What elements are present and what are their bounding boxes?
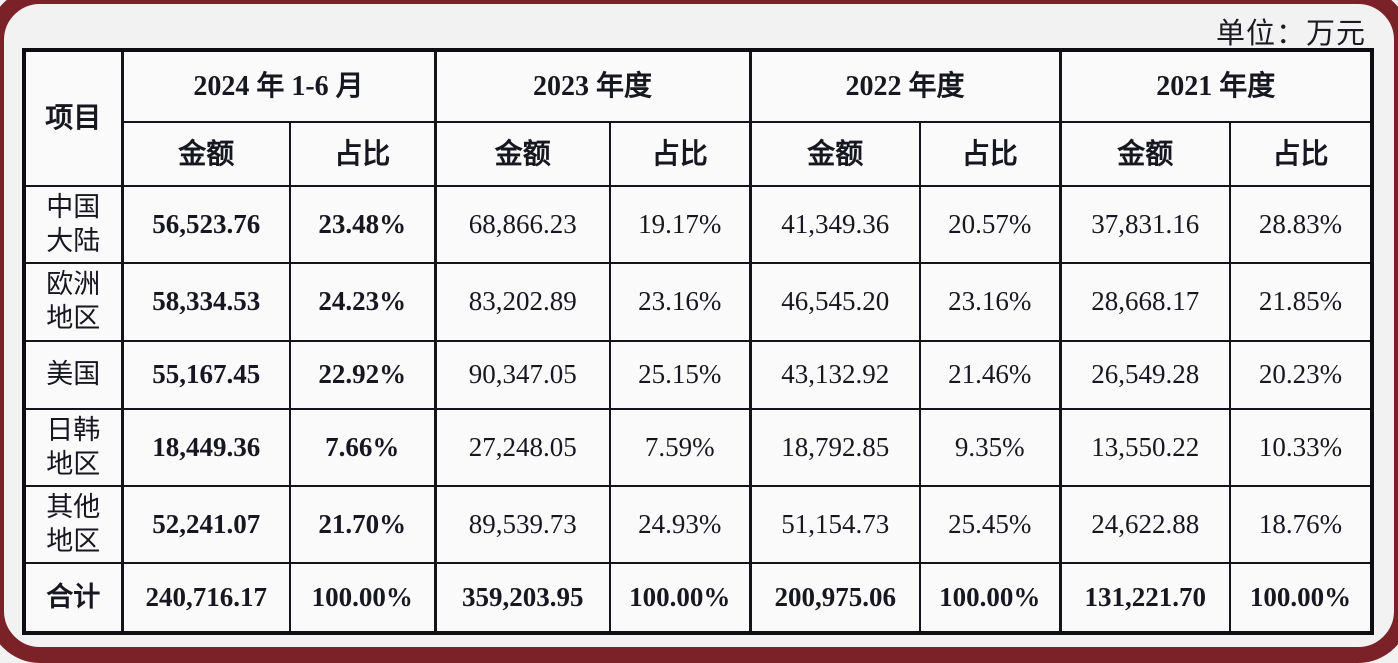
value-cell: 100.00% (609, 562, 752, 634)
value-cell: 19.17% (609, 185, 752, 264)
value-cell: 24.23% (288, 262, 437, 342)
value-cell: 13,550.22 (1058, 408, 1232, 487)
region-cell: 美国 (23, 340, 123, 410)
value-cell: 26,549.28 (1058, 340, 1232, 410)
period-header-row: 项目 2024 年 1-6 月 2023 年度 2022 年度 2021 年度 (23, 49, 1374, 187)
value-cell: 56,523.76 (120, 185, 291, 264)
value-cell: 43,132.92 (748, 340, 922, 410)
value-cell: 28.83% (1229, 185, 1374, 264)
region-cell: 其他 地区 (23, 485, 123, 564)
value-cell: 89,539.73 (433, 485, 612, 564)
value-cell: 131,221.70 (1058, 562, 1232, 634)
period-header-cell: 2022 年度 (748, 49, 1062, 123)
unit-label: 单位：万元 (1215, 18, 1366, 50)
table-row: 其他 地区 52,241.07 21.70% 89,539.73 24.93% 51,15… (23, 485, 1374, 564)
value-cell: 28,668.17 (1058, 262, 1232, 342)
ratio-header-cell: 占比 (1229, 121, 1374, 187)
region-cell: 中国 大陆 (23, 185, 123, 264)
item-header-cell: 项目 (23, 49, 123, 187)
value-cell: 21.70% (288, 485, 437, 564)
value-cell: 23.48% (288, 185, 437, 264)
table-row: 美国 55,167.45 22.92% 90,347.05 25.15% 43,132.9… (23, 340, 1374, 410)
value-cell: 37,831.16 (1058, 185, 1232, 264)
value-cell: 9.35% (919, 408, 1062, 487)
value-cell: 58,334.53 (120, 262, 291, 342)
region-cell: 合计 (23, 562, 123, 634)
value-cell: 200,975.06 (748, 562, 922, 634)
region-cell: 日韩 地区 (23, 408, 123, 487)
value-cell: 100.00% (1229, 562, 1374, 634)
value-cell: 20.57% (919, 185, 1062, 264)
table-body: 中国 大陆 56,523.76 23.48% 68,866.23 19.17% 41,34… (23, 185, 1374, 634)
period-header-cell: 2024 年 1-6 月 (120, 49, 437, 123)
amount-header-cell: 金额 (120, 121, 291, 187)
value-cell: 52,241.07 (120, 485, 291, 564)
value-cell: 7.59% (609, 408, 752, 487)
value-cell: 18,792.85 (748, 408, 922, 487)
value-cell: 100.00% (919, 562, 1062, 634)
amount-header-cell: 金额 (433, 121, 612, 187)
table-row: 日韩 地区 18,449.36 7.66% 27,248.05 7.59% 18,792.… (23, 408, 1374, 487)
ratio-header-cell: 占比 (288, 121, 437, 187)
value-cell: 23.16% (609, 262, 752, 342)
value-cell: 51,154.73 (748, 485, 922, 564)
period-header-cell: 2023 年度 (433, 49, 752, 123)
value-cell: 240,716.17 (120, 562, 291, 634)
amount-header-cell: 金额 (748, 121, 922, 187)
value-cell: 21.85% (1229, 262, 1374, 342)
table-row: 中国 大陆 56,523.76 23.48% 68,866.23 19.17% 41,34… (23, 185, 1374, 264)
value-cell: 359,203.95 (433, 562, 612, 634)
ratio-header-cell: 占比 (609, 121, 752, 187)
ratio-header-cell: 占比 (919, 121, 1062, 187)
value-cell: 68,866.23 (433, 185, 612, 264)
value-cell: 27,248.05 (433, 408, 612, 487)
value-cell: 55,167.45 (120, 340, 291, 410)
value-cell: 21.46% (919, 340, 1062, 410)
value-cell: 7.66% (288, 408, 437, 487)
value-cell: 41,349.36 (748, 185, 922, 264)
value-cell: 23.16% (919, 262, 1062, 342)
value-cell: 25.45% (919, 485, 1062, 564)
value-cell: 24,622.88 (1058, 485, 1232, 564)
amount-header-cell: 金额 (1058, 121, 1232, 187)
value-cell: 10.33% (1229, 408, 1374, 487)
regional-revenue-table: 项目 2024 年 1-6 月 2023 年度 2022 年度 2021 年度 … (22, 48, 1375, 635)
period-header-cell: 2021 年度 (1058, 49, 1374, 123)
total-row: 合计 240,716.17 100.00% 359,203.95 100.00% 200,… (23, 562, 1374, 634)
value-cell: 83,202.89 (433, 262, 612, 342)
value-cell: 25.15% (609, 340, 752, 410)
region-cell: 欧洲 地区 (23, 262, 123, 342)
value-cell: 24.93% (609, 485, 752, 564)
value-cell: 22.92% (288, 340, 437, 410)
value-cell: 20.23% (1229, 340, 1374, 410)
value-cell: 90,347.05 (433, 340, 612, 410)
subheader-row: 金额 占比 金额 占比 金额 占比 金额 占比 (24, 121, 1374, 187)
value-cell: 46,545.20 (748, 262, 922, 342)
value-cell: 18.76% (1229, 485, 1374, 564)
table-row: 欧洲 地区 58,334.53 24.23% 83,202.89 23.16% 46,54… (23, 262, 1374, 342)
value-cell: 18,449.36 (120, 408, 291, 487)
value-cell: 100.00% (288, 562, 437, 634)
